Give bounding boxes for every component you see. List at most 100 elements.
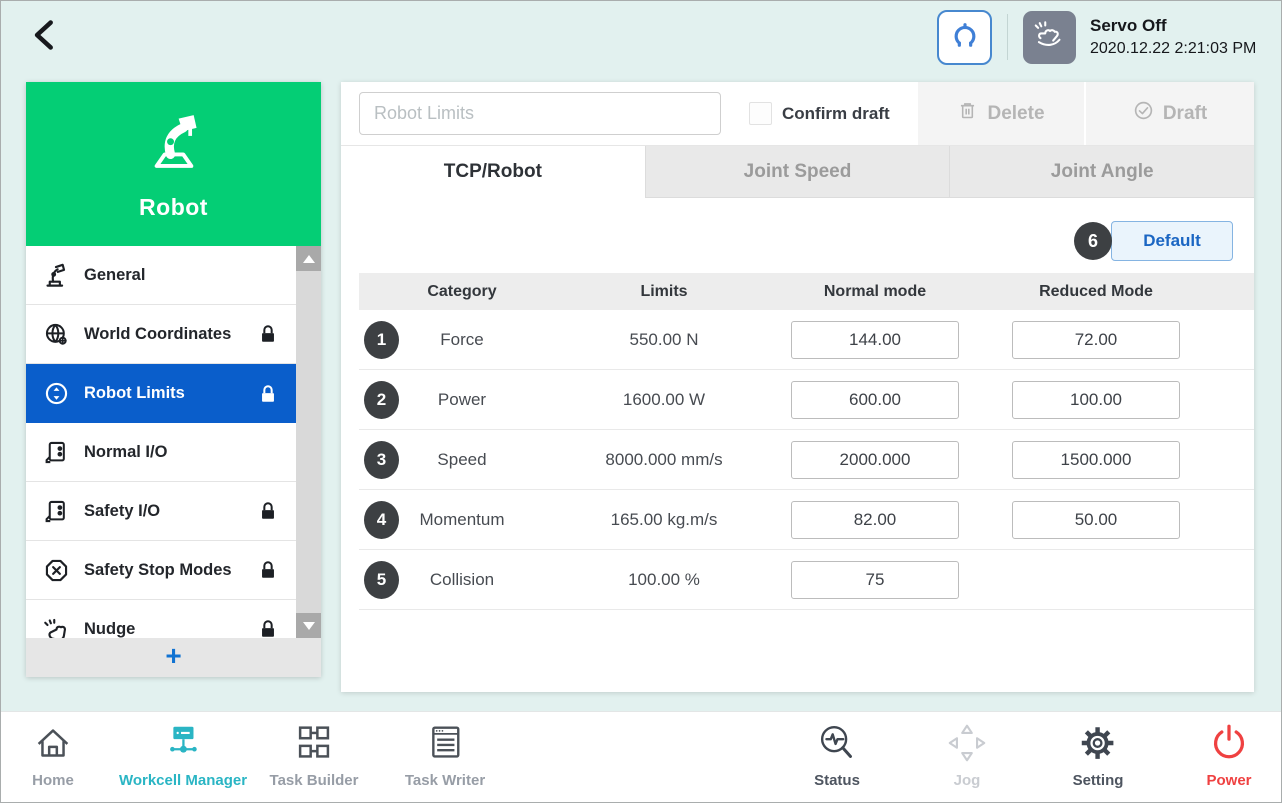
callout-badge-2: 2 [364, 380, 399, 419]
trash-icon [957, 100, 978, 127]
stop-x-icon [43, 557, 70, 584]
io-board-icon [43, 498, 70, 525]
delete-button[interactable]: Delete [918, 82, 1084, 145]
sidebar-item-normal-io[interactable]: Normal I/O [26, 423, 321, 482]
nav-label: Task Writer [404, 772, 486, 789]
triangle-down-icon [302, 621, 315, 630]
nav-workcell-manager[interactable]: Workcell Manager [119, 720, 247, 789]
sidebar-item-label: Normal I/O [84, 442, 168, 461]
jog-dpad-icon [944, 720, 990, 772]
home-icon [30, 720, 76, 772]
category-cell: Force [440, 329, 484, 349]
workcell-manager-icon [160, 720, 206, 772]
task-builder-icon [291, 720, 337, 772]
nav-task-writer[interactable]: Task Writer [405, 720, 485, 789]
default-button[interactable]: Default [1111, 221, 1233, 261]
sidebar-item-label: Nudge [84, 619, 136, 638]
sidebar-item-safety-io[interactable]: Safety I/O [26, 482, 321, 541]
nav-jog[interactable]: Jog [944, 720, 990, 789]
speed-normal-mode-input[interactable] [791, 440, 959, 479]
callout-badge-3: 3 [364, 440, 399, 479]
delete-label: Delete [987, 102, 1045, 124]
sidebar-item-label: Safety Stop Modes [84, 560, 232, 579]
sidebar-item-label: World Coordinates [84, 324, 232, 343]
check-circle-icon [1133, 100, 1154, 127]
limit-cell: 1600.00 W [622, 389, 706, 409]
lock-icon [257, 500, 279, 522]
table-row-collision: 5 Collision 100.00 % [359, 550, 1254, 610]
add-workcell-item-button[interactable]: + [26, 638, 321, 677]
nav-home[interactable]: Home [30, 720, 76, 789]
lock-icon [257, 618, 279, 638]
sidebar-item-label: General [84, 265, 146, 284]
hand-guide-indicator[interactable] [1023, 10, 1076, 64]
nav-label: Workcell Manager [118, 772, 248, 789]
tab-joint-angle[interactable]: Joint Angle [949, 146, 1255, 198]
col-header-category: Category [427, 282, 497, 300]
sidebar-item-general[interactable]: General [26, 246, 321, 305]
scroll-down-button[interactable] [296, 613, 321, 638]
timestamp: 2020.12.22 2:21:03 PM [1090, 39, 1257, 57]
sidebar-header-robot: Robot [26, 82, 321, 246]
scroll-up-button[interactable] [296, 246, 321, 271]
nav-setting[interactable]: Setting [1072, 720, 1124, 789]
io-board-icon [43, 439, 70, 466]
sidebar-menu: General World Coordinates [26, 246, 321, 638]
gear-icon [1075, 720, 1121, 772]
momentum-normal-mode-input[interactable] [791, 500, 959, 539]
force-normal-mode-input[interactable] [791, 320, 959, 359]
callout-badge-5: 5 [364, 560, 399, 599]
draft-button[interactable]: Draft [1086, 82, 1254, 145]
power-normal-mode-input[interactable] [791, 380, 959, 419]
sidebar-item-robot-limits[interactable]: Robot Limits [26, 364, 321, 423]
lock-icon [257, 323, 279, 345]
nav-label: Jog [953, 772, 981, 789]
triangle-up-icon [302, 254, 315, 263]
plus-icon: + [165, 639, 182, 671]
nav-label: Status [814, 772, 860, 789]
sidebar-item-label: Safety I/O [84, 501, 161, 520]
task-writer-icon [422, 720, 468, 772]
limit-cell: 550.00 N [629, 329, 699, 349]
nav-power[interactable]: Power [1206, 720, 1252, 789]
nav-task-builder[interactable]: Task Builder [269, 720, 359, 789]
table-header-row: Category Limits Normal mode Reduced Mode [359, 273, 1254, 310]
confirm-draft-checkbox[interactable] [749, 102, 772, 125]
sidebar-scrollbar[interactable] [296, 246, 321, 638]
force-reduced-mode-input[interactable] [1012, 320, 1180, 359]
gripper-tool-button[interactable] [937, 9, 992, 65]
back-button[interactable] [25, 15, 65, 57]
table-row-force: 1 Force 550.00 N [359, 310, 1254, 370]
limit-cell: 8000.000 mm/s [605, 449, 723, 469]
nav-label: Task Builder [269, 772, 359, 789]
header-right: Servo Off 2020.12.22 2:21:03 PM [937, 9, 1256, 65]
power-reduced-mode-input[interactable] [1012, 380, 1180, 419]
gripper-icon [948, 19, 982, 56]
sidebar-item-label: Robot Limits [84, 384, 185, 402]
sidebar-item-world-coordinates[interactable]: World Coordinates [26, 305, 321, 364]
nav-label: Power [1206, 772, 1252, 789]
nav-label: Setting [1072, 772, 1124, 789]
nudge-hand-icon [43, 616, 70, 638]
item-name-input[interactable] [359, 92, 721, 135]
lock-icon [257, 383, 279, 405]
table-row-momentum: 4 Momentum 165.00 kg.m/s [359, 490, 1254, 550]
sidebar-item-safety-stop-modes[interactable]: Safety Stop Modes [26, 541, 321, 600]
sidebar-item-nudge[interactable]: Nudge [26, 600, 321, 638]
category-cell: Power [437, 389, 487, 409]
table-row-power: 2 Power 1600.00 W [359, 370, 1254, 430]
limits-icon [43, 380, 70, 407]
status-pulse-icon [814, 720, 860, 772]
tab-joint-speed[interactable]: Joint Speed [644, 146, 950, 198]
nav-status[interactable]: Status [814, 720, 860, 789]
collision-normal-mode-input[interactable] [791, 560, 959, 599]
momentum-reduced-mode-input[interactable] [1012, 500, 1180, 539]
speed-reduced-mode-input[interactable] [1012, 440, 1180, 479]
tab-tcp-robot[interactable]: TCP/Robot [341, 146, 645, 198]
nav-label: Home [32, 772, 74, 789]
limits-tabs: TCP/Robot Joint Speed Joint Angle [341, 146, 1255, 198]
category-cell: Collision [429, 569, 495, 589]
category-cell: Momentum [419, 509, 505, 529]
power-icon [1206, 720, 1252, 772]
